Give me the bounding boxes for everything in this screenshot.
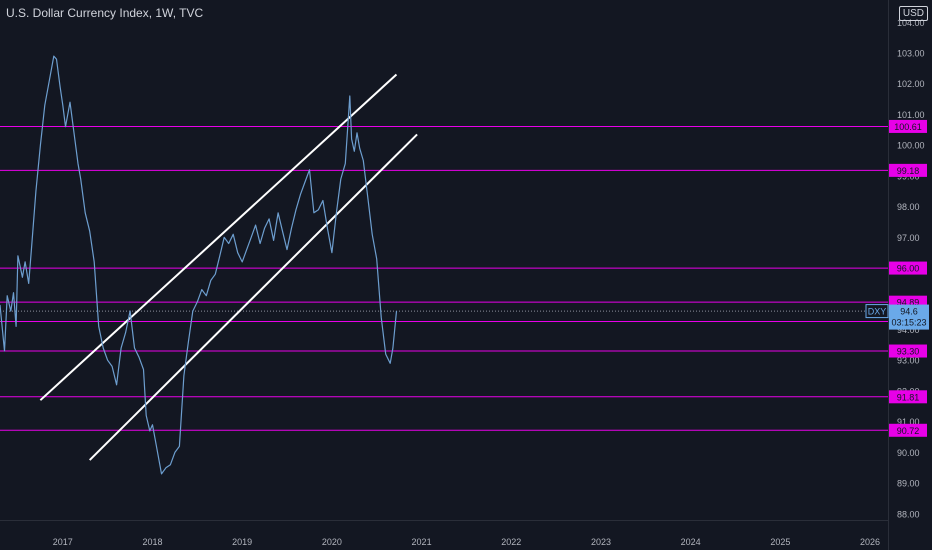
level-tag-label: 91.81 [897,392,920,402]
x-tick-label: 2025 [770,537,790,547]
y-tick-label: 103.00 [897,49,925,59]
level-tag [889,390,927,404]
x-tick-label: 2017 [53,537,73,547]
y-tick-label: 90.00 [897,448,920,458]
price-axis-bg [888,0,932,550]
time-axis: 2017 2018 2019 2020 2021 2022 2023 2024 2025 2026 [0,520,888,550]
y-tick-label: 88.00 [897,509,920,519]
y-tick-label: 100.00 [897,141,925,151]
x-tick-label: 2020 [322,537,342,547]
level-tag-label: 99.18 [897,166,920,176]
price-series [0,55,398,475]
level-tag-label: 90.72 [897,426,920,436]
level-tag-label: 96.00 [897,264,920,274]
x-tick-label: 2022 [501,537,521,547]
price-line [0,55,398,475]
x-tick-label: 2021 [412,537,432,547]
level-tag-label: 93.30 [897,347,920,357]
y-tick-label: 93.00 [897,356,920,366]
countdown-label: 03:15:23 [891,318,926,328]
y-tick-label: 98.00 [897,202,920,212]
x-tick-label: 2023 [591,537,611,547]
chart-title: U.S. Dollar Currency Index, 1W, TVC [6,6,204,20]
x-tick-label: 2024 [681,537,701,547]
horizontal-levels [0,125,888,431]
level-tag [889,163,927,177]
level-tags: 100.6199.1896.0094.8994.2693.3091.8190.7… [865,119,929,437]
x-tick-label: 2026 [860,537,880,547]
y-tick-label: 97.00 [897,233,920,243]
symbol-tag-label: DXY [868,307,887,317]
y-tick-label: 94.00 [897,325,920,335]
level-tag [889,423,927,437]
price-axis: 88.0089.0090.0091.0092.0093.0094.0095.00… [888,0,932,550]
level-tag [889,261,927,275]
y-tick-label: 104.00 [897,18,925,28]
x-tick-label: 2018 [142,537,162,547]
currency-button[interactable]: USD [898,6,928,21]
channel-line [88,133,418,461]
y-tick-label: 89.00 [897,479,920,489]
level-tag-label: 100.61 [894,122,922,132]
y-tick-label: 91.00 [897,417,920,427]
level-tag [889,344,927,358]
channel-line [39,73,398,401]
y-tick-label: 102.00 [897,79,925,89]
y-tick-label: 101.00 [897,110,925,120]
channel-lines [39,73,418,461]
time-axis-bg [0,521,888,550]
last-price-label: 94.6 [900,307,918,317]
level-tag [889,119,927,133]
level-tag-label: 94.89 [897,298,920,308]
last-price-tag [889,304,929,330]
x-tick-label: 2019 [232,537,252,547]
symbol-tag [865,304,889,319]
